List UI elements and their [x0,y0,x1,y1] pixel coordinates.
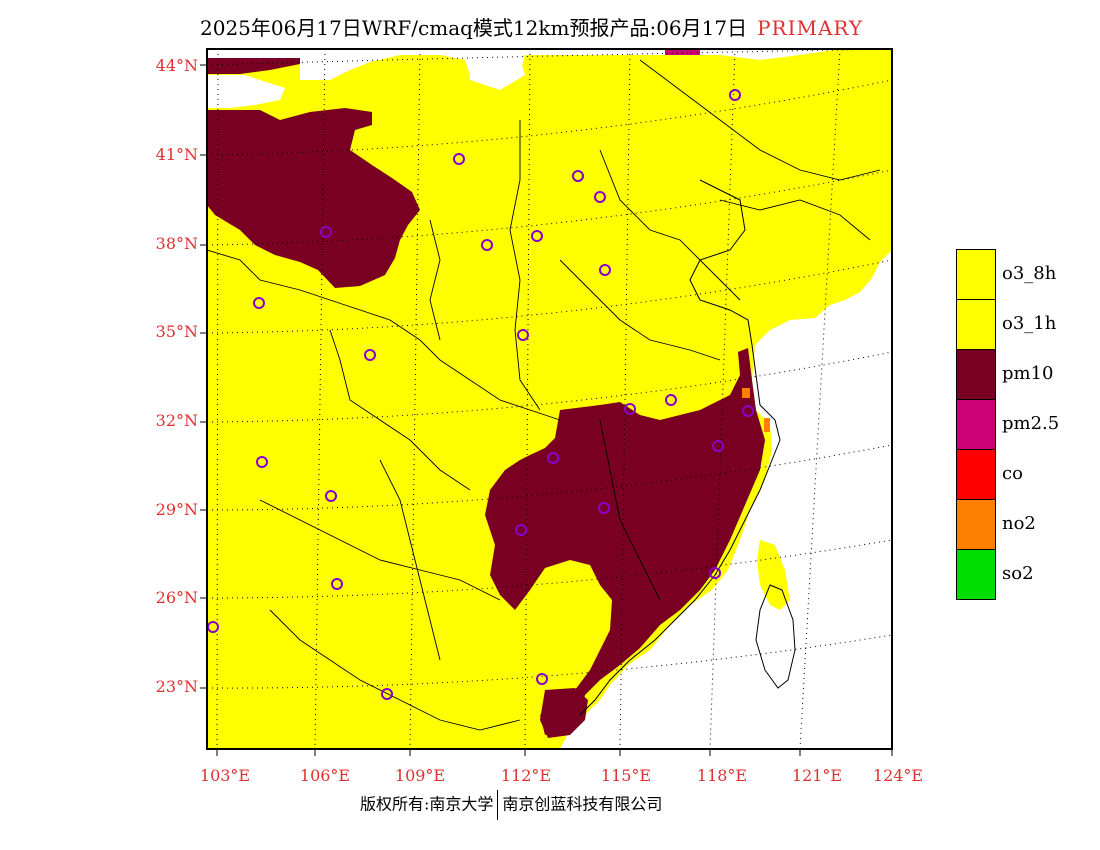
map-fill-layer [207,49,892,749]
axis-ticks [200,64,893,756]
city-marker [598,502,610,514]
lon-label: 103°E [199,766,251,785]
city-marker [517,329,529,341]
city-marker [531,230,543,242]
legend-swatch [956,399,996,449]
city-marker [599,264,611,276]
city-marker [453,153,465,165]
legend-swatch [956,349,996,399]
province-boundaries [207,59,881,731]
lat-label: 23°N [155,677,198,696]
city-marker [381,688,393,700]
copyright-footer: 版权所有:南京大学 南京创蓝科技有限公司 [360,790,662,820]
lat-label: 38°N [155,234,198,253]
blank-northwest [207,75,285,108]
pm25-spot-north [665,49,700,55]
city-markers [207,89,754,700]
map-frame [206,48,893,750]
lon-label: 118°E [696,766,748,785]
lat-label: 32°N [155,411,198,430]
legend-label: o3_8h [1002,263,1057,284]
city-marker [665,394,677,406]
title-primary-tag: PRIMARY [757,16,864,40]
city-marker [256,456,268,468]
blank-north [470,58,525,90]
city-marker [364,349,376,361]
legend-label: no2 [1002,513,1036,534]
map-title: 2025年06月17日WRF/cmaq模式12km预报产品:06月17日 PRIM… [200,12,863,41]
city-marker [253,297,265,309]
lat-label: 26°N [155,588,198,607]
lat-label: 29°N [155,500,198,519]
coastline [579,179,781,716]
lat-label: 41°N [155,145,198,164]
city-marker [624,403,636,415]
lon-label: 115°E [600,766,652,785]
pm10-guangdong [540,688,588,738]
legend-swatch [956,299,996,349]
pm10-southeast [485,348,765,735]
legend-label: co [1002,463,1023,484]
city-marker [325,490,337,502]
title-main: 2025年06月17日WRF/cmaq模式12km预报产品:06月17日 [200,16,748,40]
legend-swatch [956,449,996,499]
city-marker [536,673,548,685]
copyright-company: 南京创蓝科技有限公司 [502,794,663,814]
city-marker [594,191,606,203]
city-marker [742,405,754,417]
lat-label: 44°N [155,56,198,75]
city-marker [712,440,724,452]
city-marker [515,524,527,536]
city-marker [331,578,343,590]
graticule [207,49,892,749]
pm10-northwest [207,108,420,288]
city-marker [481,239,493,251]
legend-swatch [956,249,996,299]
legend-label: pm10 [1002,363,1054,384]
city-marker [729,89,741,101]
city-marker [709,567,721,579]
legend-swatch [956,549,996,600]
lon-label: 106°E [299,766,351,785]
lon-label: 124°E [872,766,924,785]
city-marker [572,170,584,182]
legend-label: o3_1h [1002,313,1057,334]
no2-spot-zhejiang [764,418,770,432]
taiwan-outline [755,584,796,689]
copyright-owner: 版权所有:南京大学 [360,794,494,814]
legend-swatch [956,499,996,549]
legend-label: so2 [1002,563,1034,584]
city-marker [320,226,332,238]
pm10-northwest-top [207,58,300,74]
city-marker [547,452,559,464]
lat-label: 35°N [155,322,198,341]
legend-label: pm2.5 [1002,413,1060,434]
o3-taiwan [757,540,790,610]
no2-spot-shanghai [742,388,750,398]
footer-divider [497,790,499,820]
lon-label: 121°E [791,766,843,785]
lon-label: 109°E [394,766,446,785]
lon-label: 112°E [500,766,552,785]
